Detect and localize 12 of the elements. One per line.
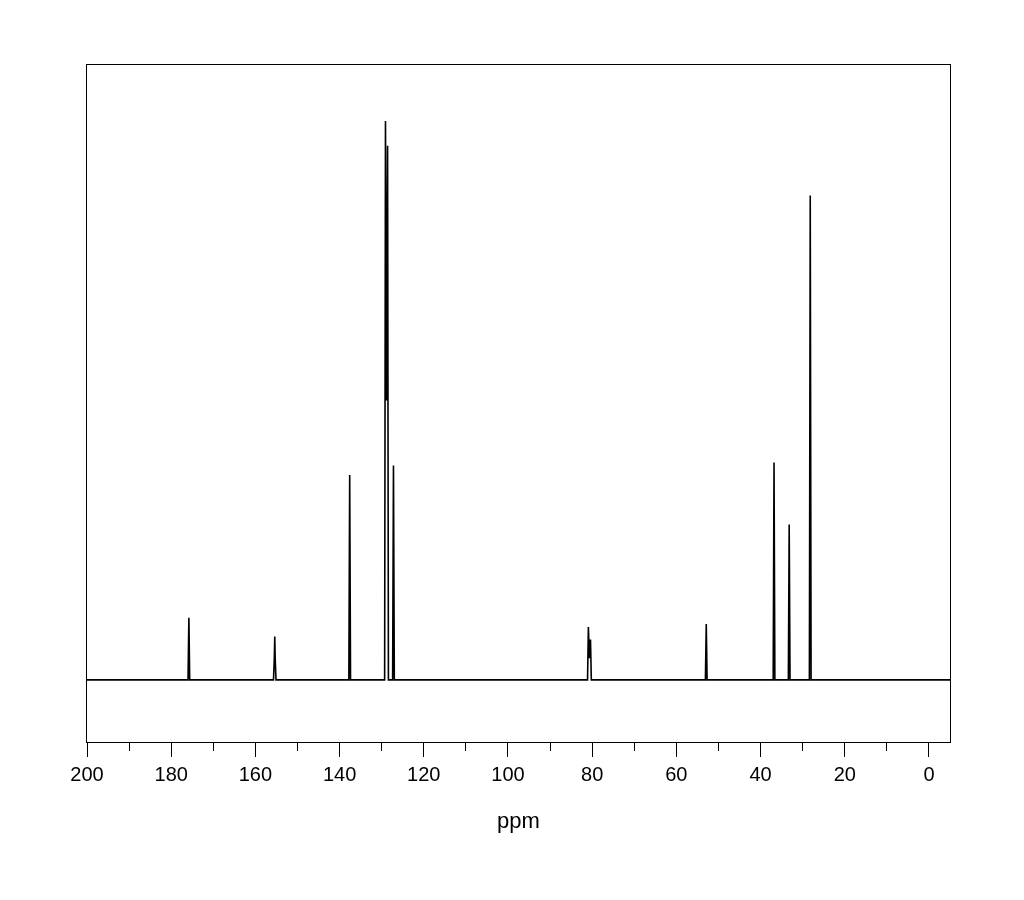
x-tick-label: 140 — [322, 763, 357, 786]
x-tick-label: 20 — [833, 763, 856, 786]
x-tick-label: 180 — [154, 763, 188, 786]
x-tick-label: 200 — [70, 763, 104, 786]
x-tick-label: 60 — [665, 763, 688, 786]
x-tick-label: 0 — [923, 763, 935, 786]
x-axis-title: ppm — [497, 808, 540, 833]
x-tick-label: 120 — [407, 763, 441, 786]
x-tick-label: 100 — [491, 763, 525, 786]
x-tick-label: 40 — [749, 763, 772, 786]
x-tick-label: 80 — [581, 763, 604, 786]
x-tick-label: 160 — [238, 763, 273, 786]
